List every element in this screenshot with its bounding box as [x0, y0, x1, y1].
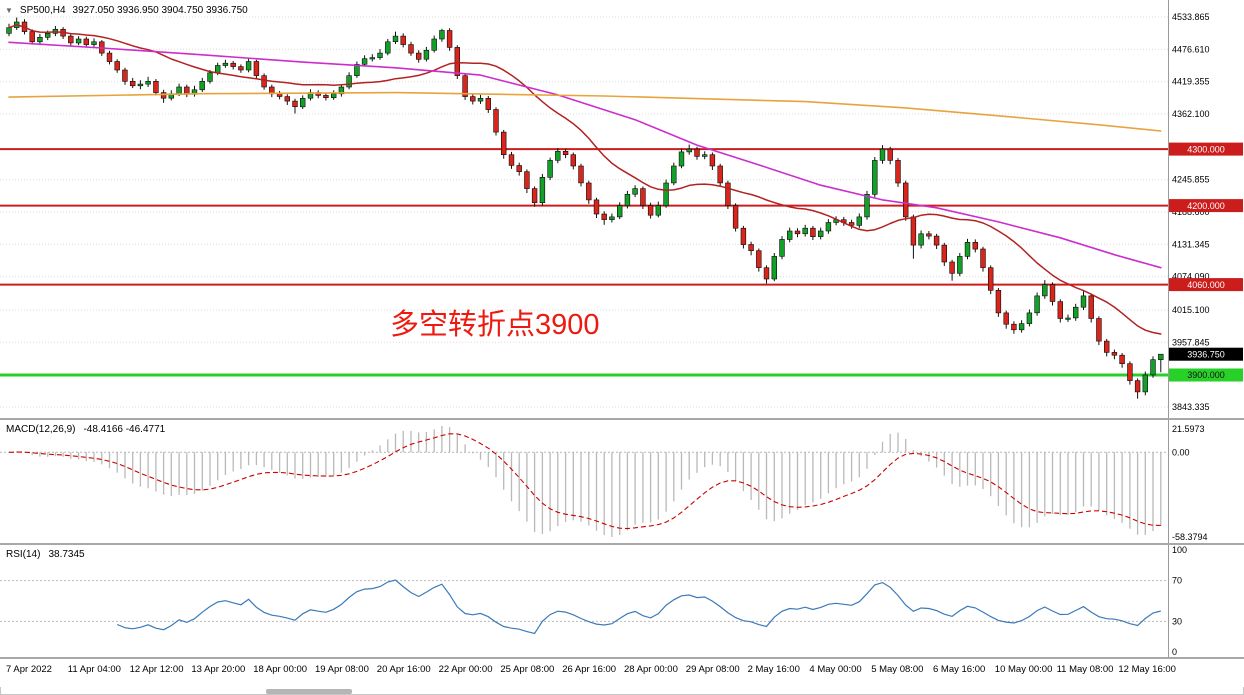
time-axis-label: 10 May 00:00 [994, 664, 1053, 675]
macd-histogram [16, 426, 1162, 537]
time-axis-label: 22 Apr 00:00 [438, 664, 493, 675]
time-axis[interactable]: 7 Apr 2022 11 Apr 04:00 12 Apr 12:00 13 Apr… [0, 659, 1244, 687]
svg-text:3957.845: 3957.845 [1172, 337, 1210, 347]
moving-average-lines [8, 24, 1162, 335]
svg-text:-58.3794: -58.3794 [1172, 532, 1208, 542]
price-level-badges: 4300.000 4200.000 4060.000 3900.000 3936.750 [1169, 142, 1243, 382]
time-axis-label: 28 Apr 00:00 [624, 664, 678, 675]
main-chart-panel: 多空转折点3900 4533.865 4476.610 4419.355 4362.10… [0, 0, 1244, 418]
svg-text:21.5973: 21.5973 [1172, 424, 1205, 434]
annotation-text[interactable]: 多空转折点3900 [390, 308, 600, 341]
last-price-badge [1169, 347, 1243, 361]
svg-text:100: 100 [1172, 545, 1187, 555]
chart-title: ▼ SP500,H4 3927.050 3936.950 3904.750 39… [5, 5, 248, 16]
panel-separator [0, 657, 1244, 659]
time-axis-label: 29 Apr 08:00 [685, 664, 740, 675]
svg-text:4419.355: 4419.355 [1172, 77, 1210, 87]
grid-lines [0, 16, 1168, 408]
chart-symbol-timeframe: SP500,H4 [19, 5, 66, 16]
time-axis-label: 11 May 08:00 [1056, 664, 1114, 675]
panel-separator[interactable] [0, 418, 1244, 420]
candles-group [6, 17, 1164, 399]
macd-values: -48.4166 -46.4771 [83, 424, 166, 435]
svg-text:4200.000: 4200.000 [1187, 201, 1225, 211]
time-axis-label: 5 May 08:00 [871, 664, 924, 675]
svg-text:4300.000: 4300.000 [1187, 144, 1225, 154]
svg-text:0: 0 [1172, 647, 1177, 657]
svg-text:70: 70 [1172, 576, 1182, 586]
rsi-indicator-canvas[interactable]: 100 70 30 0 [0, 545, 1244, 657]
macd-panel: 21.5973 0.00 -58.3794 MACD(12,26,9) -48.41… [0, 420, 1244, 543]
time-axis-label: 7 Apr 2022 [6, 664, 52, 675]
rsi-label: RSI(14) 38.7345 [6, 549, 85, 560]
svg-text:4362.100: 4362.100 [1172, 109, 1210, 119]
time-axis-label: 6 May 16:00 [933, 664, 986, 675]
time-axis-label: 12 May 16:00 [1118, 664, 1176, 675]
macd-axis-labels: 21.5973 0.00 -58.3794 [1172, 424, 1208, 542]
horizontal-level-lines[interactable] [0, 148, 1168, 377]
time-axis-label: 12 Apr 12:00 [129, 664, 184, 675]
time-axis-label: 18 Apr 00:00 [253, 664, 308, 675]
svg-text:30: 30 [1172, 616, 1182, 626]
rsi-level-lines [0, 580, 1168, 622]
chart-ohlc-values: 3927.050 3936.950 3904.750 3936.750 [72, 5, 248, 16]
svg-text:3936.750: 3936.750 [1187, 349, 1225, 359]
time-axis-label: 25 Apr 08:00 [500, 664, 555, 675]
macd-indicator-canvas[interactable]: 21.5973 0.00 -58.3794 [0, 420, 1244, 543]
time-axis-label: 19 Apr 08:00 [315, 664, 369, 675]
time-axis-label: 11 Apr 04:00 [67, 664, 121, 675]
rsi-panel: 100 70 30 0 RSI(14) 38.7345 [0, 545, 1244, 657]
chart-marker-icon[interactable]: ▼ [5, 5, 13, 15]
svg-text:4245.855: 4245.855 [1172, 175, 1210, 185]
macd-signal-line [8, 433, 1161, 530]
macd-name: MACD(12,26,9) [6, 424, 76, 435]
horizontal-scrollbar-thumb[interactable] [266, 689, 352, 694]
time-axis-label: 20 Apr 16:00 [376, 664, 431, 675]
panel-separator[interactable] [0, 543, 1244, 545]
svg-text:4131.345: 4131.345 [1172, 239, 1210, 249]
macd-label: MACD(12,26,9) -48.4166 -46.4771 [6, 424, 165, 435]
svg-text:4060.000: 4060.000 [1187, 280, 1225, 290]
rsi-name: RSI(14) [6, 549, 41, 560]
time-axis-label: 26 Apr 16:00 [562, 664, 617, 675]
price-chart-canvas[interactable]: 多空转折点3900 4533.865 4476.610 4419.355 4362.10… [0, 0, 1244, 418]
time-axis-label: 13 Apr 20:00 [191, 664, 246, 675]
svg-text:3900.000: 3900.000 [1187, 370, 1225, 380]
svg-text:4074.090: 4074.090 [1172, 272, 1210, 282]
svg-text:4015.100: 4015.100 [1172, 305, 1210, 315]
svg-text:4533.865: 4533.865 [1172, 12, 1210, 22]
rsi-value: 38.7345 [48, 549, 85, 560]
time-axis-label: 4 May 00:00 [809, 664, 862, 675]
rsi-line [116, 579, 1161, 635]
svg-text:0.00: 0.00 [1172, 447, 1190, 457]
svg-text:3843.335: 3843.335 [1172, 402, 1210, 412]
rsi-axis-labels: 100 70 30 0 [1172, 545, 1187, 657]
svg-text:4476.610: 4476.610 [1172, 44, 1210, 54]
time-axis-label: 2 May 16:00 [747, 664, 800, 675]
